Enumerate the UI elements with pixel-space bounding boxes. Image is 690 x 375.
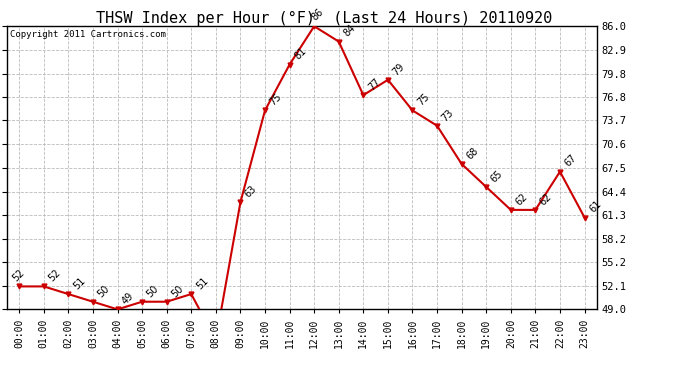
Text: 79: 79 bbox=[391, 61, 406, 77]
Text: 45: 45 bbox=[0, 374, 1, 375]
Text: 52: 52 bbox=[46, 268, 63, 284]
Text: 75: 75 bbox=[415, 92, 431, 108]
Text: 62: 62 bbox=[538, 191, 554, 207]
Text: 67: 67 bbox=[563, 153, 579, 169]
Text: 49: 49 bbox=[120, 291, 136, 307]
Text: 77: 77 bbox=[366, 76, 382, 92]
Text: 65: 65 bbox=[489, 168, 505, 184]
Text: 73: 73 bbox=[440, 107, 455, 123]
Text: 86: 86 bbox=[310, 6, 326, 22]
Text: 61: 61 bbox=[587, 199, 603, 215]
Text: 75: 75 bbox=[268, 92, 284, 108]
Text: 50: 50 bbox=[170, 283, 186, 299]
Text: 81: 81 bbox=[293, 46, 308, 62]
Text: 84: 84 bbox=[342, 23, 357, 39]
Text: 50: 50 bbox=[145, 283, 161, 299]
Text: 52: 52 bbox=[11, 268, 27, 284]
Text: 63: 63 bbox=[243, 184, 259, 200]
Text: 51: 51 bbox=[194, 276, 210, 291]
Text: 68: 68 bbox=[464, 146, 480, 161]
Text: 50: 50 bbox=[96, 283, 112, 299]
Text: 62: 62 bbox=[513, 191, 529, 207]
Text: Copyright 2011 Cartronics.com: Copyright 2011 Cartronics.com bbox=[10, 30, 166, 39]
Text: 51: 51 bbox=[71, 276, 87, 291]
Text: THSW Index per Hour (°F)  (Last 24 Hours) 20110920: THSW Index per Hour (°F) (Last 24 Hours)… bbox=[96, 11, 553, 26]
